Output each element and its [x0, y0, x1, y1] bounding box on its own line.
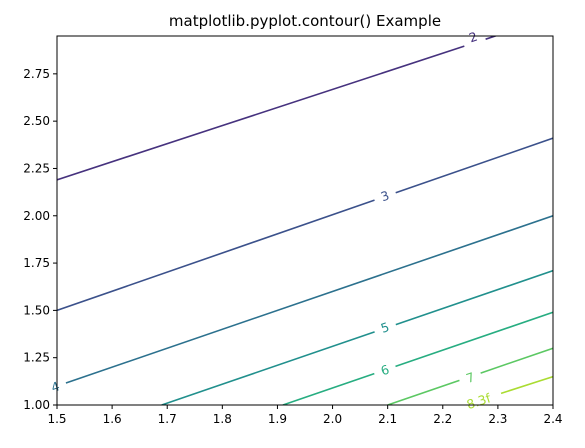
x-tick-label: 2.4 [543, 412, 562, 426]
contour-line-4 [65, 215, 553, 384]
y-tick-label: 2.00 [23, 209, 50, 223]
x-tick-label: 1.8 [213, 412, 232, 426]
contour-line-3 [57, 137, 553, 312]
contour-label-8-3f: 8.3f [465, 390, 493, 412]
contour-lines [57, 36, 553, 405]
contour-label-7: 7 [464, 369, 476, 386]
contour-line-8-3f [500, 375, 553, 395]
y-axis: 1.00 1.25 1.50 1.75 2.00 2.25 2.50 2.75 [23, 67, 57, 412]
contour-line-5 [161, 269, 553, 405]
y-tick-label: 1.50 [23, 303, 50, 317]
y-tick-label: 1.00 [23, 398, 50, 412]
x-tick-label: 2.1 [378, 412, 397, 426]
y-tick-label: 2.25 [23, 161, 50, 175]
x-tick-label: 1.9 [268, 412, 287, 426]
contour-labels: 2 3 4 5 6 7 8.3f [49, 29, 493, 412]
contour-label-2: 2 [467, 29, 479, 46]
contour-label-4: 4 [49, 378, 61, 395]
plot-frame [56, 35, 554, 406]
x-tick-label: 1.5 [47, 412, 66, 426]
contour-label-5: 5 [379, 319, 391, 336]
x-axis: 1.5 1.6 1.7 1.8 1.9 2.0 2.1 2.2 2.3 2.4 [47, 405, 563, 426]
contour-line-7 [387, 347, 553, 405]
x-tick-label: 2.3 [488, 412, 507, 426]
contour-label-3: 3 [379, 188, 391, 205]
x-tick-label: 1.7 [158, 412, 177, 426]
y-tick-label: 2.50 [23, 114, 50, 128]
contour-line-2 [57, 36, 498, 181]
y-tick-label: 1.25 [23, 351, 50, 365]
y-tick-label: 1.75 [23, 256, 50, 270]
x-tick-label: 2.2 [433, 412, 452, 426]
x-tick-label: 2.0 [323, 412, 342, 426]
x-tick-label: 1.6 [103, 412, 122, 426]
contour-line-6 [282, 311, 553, 405]
contour-label-6: 6 [379, 362, 391, 379]
chart-title: matplotlib.pyplot.contour() Example [169, 12, 441, 30]
y-tick-label: 2.75 [23, 67, 50, 81]
